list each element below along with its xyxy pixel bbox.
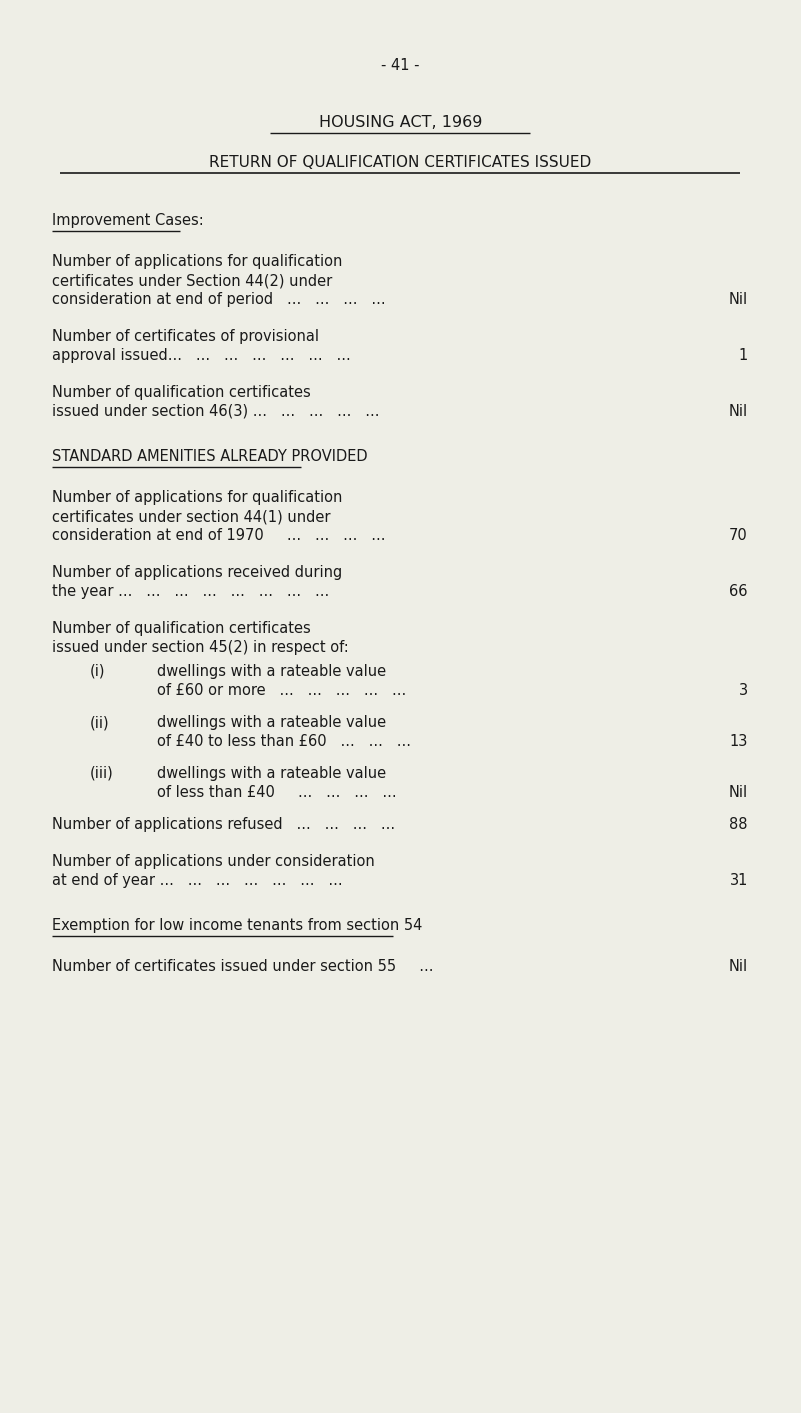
Text: of £40 to less than £60   ...   ...   ...: of £40 to less than £60 ... ... ... xyxy=(157,733,411,749)
Text: approval issued...   ...   ...   ...   ...   ...   ...: approval issued... ... ... ... ... ... .… xyxy=(52,348,351,363)
Text: of £60 or more   ...   ...   ...   ...   ...: of £60 or more ... ... ... ... ... xyxy=(157,682,406,698)
Text: consideration at end of 1970     ...   ...   ...   ...: consideration at end of 1970 ... ... ...… xyxy=(52,528,385,543)
Text: Nil: Nil xyxy=(729,404,748,420)
Text: of less than £40     ...   ...   ...   ...: of less than £40 ... ... ... ... xyxy=(157,786,396,800)
Text: dwellings with a rateable value: dwellings with a rateable value xyxy=(157,766,386,781)
Text: dwellings with a rateable value: dwellings with a rateable value xyxy=(157,664,386,680)
Text: STANDARD AMENITIES ALREADY PROVIDED: STANDARD AMENITIES ALREADY PROVIDED xyxy=(52,449,368,463)
Text: Number of applications for qualification: Number of applications for qualification xyxy=(52,490,342,504)
Text: certificates under section 44(1) under: certificates under section 44(1) under xyxy=(52,509,331,524)
Text: Number of applications refused   ...   ...   ...   ...: Number of applications refused ... ... .… xyxy=(52,817,395,832)
Text: Number of certificates issued under section 55     ...: Number of certificates issued under sect… xyxy=(52,959,433,974)
Text: 70: 70 xyxy=(729,528,748,543)
Text: dwellings with a rateable value: dwellings with a rateable value xyxy=(157,715,386,731)
Text: consideration at end of period   ...   ...   ...   ...: consideration at end of period ... ... .… xyxy=(52,292,385,307)
Text: Number of qualification certificates: Number of qualification certificates xyxy=(52,384,311,400)
Text: certificates under Section 44(2) under: certificates under Section 44(2) under xyxy=(52,273,332,288)
Text: Exemption for low income tenants from section 54: Exemption for low income tenants from se… xyxy=(52,918,422,933)
Text: Nil: Nil xyxy=(729,292,748,307)
Text: the year ...   ...   ...   ...   ...   ...   ...   ...: the year ... ... ... ... ... ... ... ... xyxy=(52,584,329,599)
Text: Number of certificates of provisional: Number of certificates of provisional xyxy=(52,329,319,343)
Text: HOUSING ACT, 1969: HOUSING ACT, 1969 xyxy=(319,114,482,130)
Text: Number of applications received during: Number of applications received during xyxy=(52,565,342,579)
Text: (iii): (iii) xyxy=(90,766,114,781)
Text: (i): (i) xyxy=(90,664,106,680)
Text: Nil: Nil xyxy=(729,959,748,974)
Text: 1: 1 xyxy=(739,348,748,363)
Text: Number of applications for qualification: Number of applications for qualification xyxy=(52,254,342,268)
Text: 13: 13 xyxy=(730,733,748,749)
Text: issued under section 46(3) ...   ...   ...   ...   ...: issued under section 46(3) ... ... ... .… xyxy=(52,404,380,420)
Text: issued under section 45(2) in respect of:: issued under section 45(2) in respect of… xyxy=(52,640,348,656)
Text: (ii): (ii) xyxy=(90,715,110,731)
Text: Nil: Nil xyxy=(729,786,748,800)
Text: 31: 31 xyxy=(730,873,748,887)
Text: RETURN OF QUALIFICATION CERTIFICATES ISSUED: RETURN OF QUALIFICATION CERTIFICATES ISS… xyxy=(209,155,592,170)
Text: 88: 88 xyxy=(730,817,748,832)
Text: Number of applications under consideration: Number of applications under considerati… xyxy=(52,853,375,869)
Text: 3: 3 xyxy=(739,682,748,698)
Text: - 41 -: - 41 - xyxy=(381,58,420,73)
Text: 66: 66 xyxy=(730,584,748,599)
Text: Improvement Cases:: Improvement Cases: xyxy=(52,213,203,227)
Text: Number of qualification certificates: Number of qualification certificates xyxy=(52,620,311,636)
Text: at end of year ...   ...   ...   ...   ...   ...   ...: at end of year ... ... ... ... ... ... .… xyxy=(52,873,343,887)
